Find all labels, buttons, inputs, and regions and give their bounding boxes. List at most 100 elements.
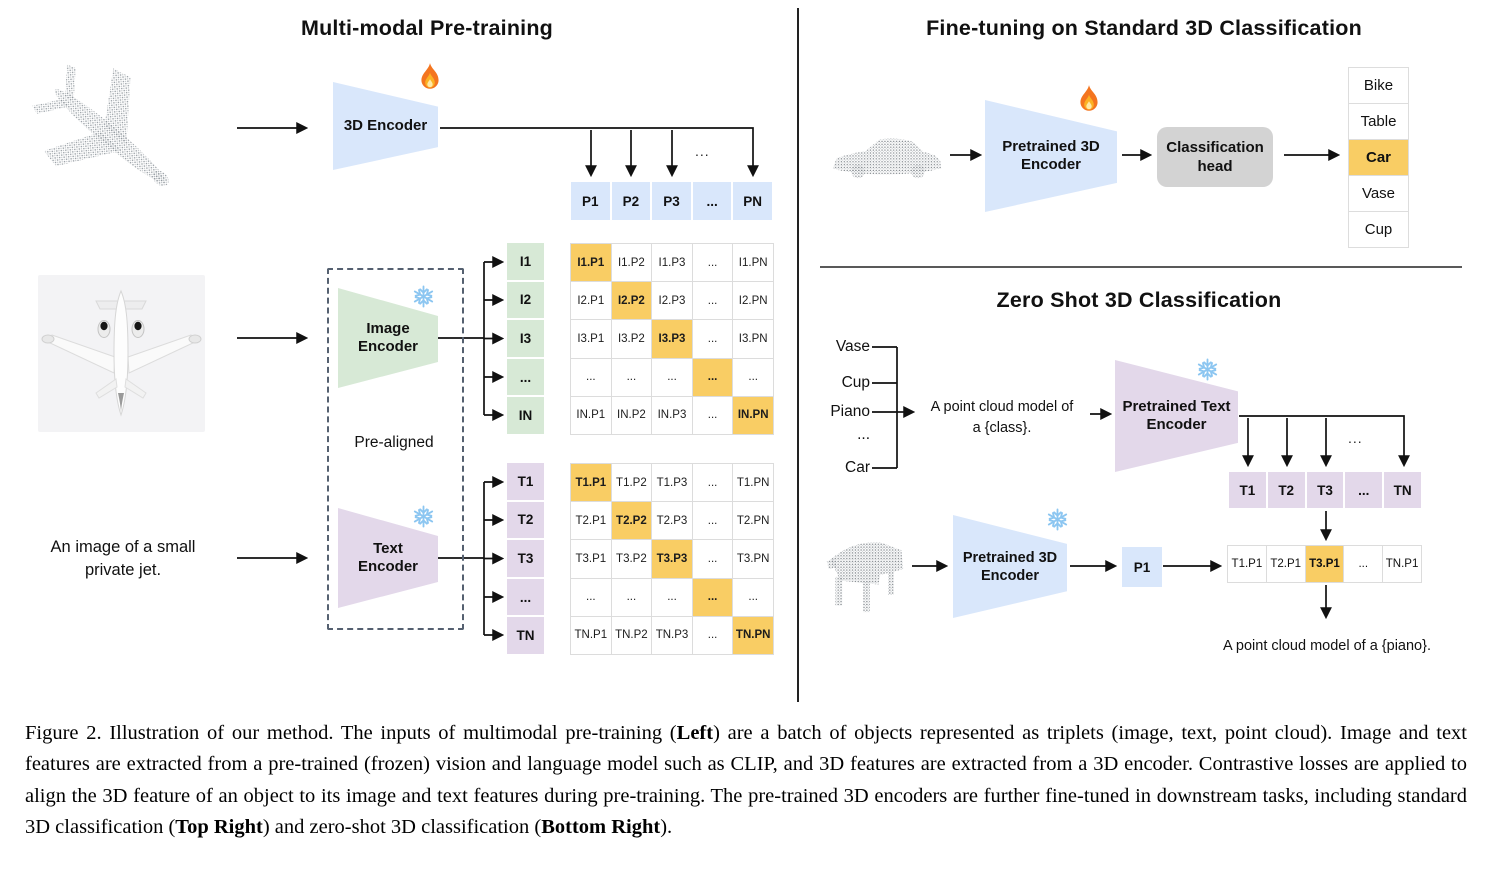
image-row-label: I1 — [507, 243, 544, 280]
matrix-cell: ... — [692, 540, 734, 579]
matrix-cell: T2.PN — [733, 502, 774, 541]
image-row-label: ... — [507, 358, 544, 396]
input-text-caption: An image of a small private jet. — [50, 538, 196, 579]
matrix-cell: ... — [652, 358, 693, 397]
image-row-label: I2 — [507, 281, 544, 319]
piano-point-cloud — [826, 542, 904, 613]
matrix-cell: TN.P1 — [571, 616, 612, 655]
snowflake-icon — [412, 285, 435, 308]
matrix-cell: I2.PN — [733, 282, 774, 321]
figure-caption: Figure 2. Illustration of our method. Th… — [25, 722, 1467, 839]
similarity-cell: T1.P1 — [1228, 546, 1267, 583]
matrix-cell: TN.P2 — [611, 616, 653, 655]
image-row-label: I3 — [507, 320, 544, 357]
matrix-cell: T3.P1 — [571, 540, 612, 579]
text-encoder-label: Text Encoder — [357, 540, 418, 575]
wire-text-encoder-to-tn — [1239, 415, 1410, 468]
matrix-cell: I2.P1 — [571, 282, 612, 321]
matrix-cell: ... — [611, 358, 653, 397]
matrix-cell: TN.PN — [733, 616, 774, 655]
zeroshot-panel-title: Zero Shot 3D Classification — [996, 288, 1282, 312]
matrix-cell: T2.P2 — [611, 502, 653, 541]
p-cell: P2 — [611, 182, 651, 220]
matrix-cell: T1.PN — [733, 464, 774, 503]
t-cell: TN — [1384, 472, 1421, 508]
matrix-cell: IN.PN — [733, 396, 774, 435]
text-similarity-matrix: T1.P1 T1.P2 T1.P3 ... T1.PN T2.P1 T2.P2 … — [570, 463, 774, 655]
matrix-cell: T3.P2 — [611, 540, 653, 579]
matrix-cell: ... — [692, 502, 734, 541]
pretrained-text-encoder-label: Pretrained Text Encoder — [1122, 398, 1231, 433]
matrix-cell: ... — [733, 358, 774, 397]
classification-head: Classification head — [1157, 127, 1273, 187]
class-list: Bike Table Car Vase Cup — [1348, 67, 1409, 248]
t-cell: ... — [1345, 472, 1383, 508]
matrix-cell: ... — [733, 578, 774, 617]
connector-layer — [237, 8, 1462, 702]
matrix-cell: I3.PN — [733, 320, 774, 359]
pretrained-3d-encoder-label: Pretrained 3D Encoder — [1002, 138, 1100, 173]
wire-3d-encoder-to-pn — [440, 127, 759, 178]
matrix-cell: ... — [611, 578, 653, 617]
image-row-label: IN — [507, 397, 544, 434]
fire-icon — [421, 63, 439, 89]
class-cell: Table — [1349, 104, 1409, 140]
matrix-cell: T1.P2 — [611, 464, 653, 503]
finetune-panel-title: Fine-tuning on Standard 3D Classificatio… — [926, 16, 1362, 40]
image-encoder-label: Image Encoder — [357, 320, 418, 355]
left-panel-title: Multi-modal Pre-training — [300, 16, 554, 40]
zeroshot-class-vase: Vase — [835, 338, 870, 355]
t-fan-ellipsis: ... — [1348, 430, 1363, 446]
matrix-cell: I1.PN — [733, 244, 774, 283]
matrix-cell: ... — [692, 244, 734, 283]
text-row-label: ... — [507, 578, 544, 616]
matrix-cell: TN.P3 — [652, 616, 693, 655]
matrix-cell: IN.P3 — [652, 396, 693, 435]
text-row-label: T1 — [507, 463, 544, 500]
p-feature-row: P1 P2 P3 ... PN — [571, 182, 772, 220]
t-cell: T1 — [1229, 472, 1266, 508]
zeroshot-similarity-row: T1.P1 T2.P1 T3.P1 ... TN.P1 — [1227, 545, 1422, 583]
matrix-cell: ... — [692, 578, 734, 617]
p-fan-ellipsis: ... — [695, 143, 710, 159]
t-feature-row: T1 T2 T3 ... TN — [1229, 472, 1421, 508]
airplane-point-cloud — [32, 64, 169, 187]
matrix-cell: T1.P3 — [652, 464, 693, 503]
snowflake-icon — [412, 505, 435, 528]
matrix-cell: I3.P1 — [571, 320, 612, 359]
pre-aligned-label: Pre-aligned — [354, 434, 434, 451]
zeroshot-class-ellipsis: ... — [857, 426, 870, 443]
image-similarity-matrix: I1.P1 I1.P2 I1.P3 ... I1.PN I2.P1 I2.P2 … — [570, 243, 774, 435]
text-row-label: TN — [507, 617, 544, 654]
text-row-label: T3 — [507, 540, 544, 577]
3d-encoder-label: 3D Encoder — [343, 117, 428, 134]
matrix-cell: T2.P1 — [571, 502, 612, 541]
matrix-cell: ... — [692, 396, 734, 435]
pretrained-3d-encoder-zeroshot-label: Pretrained 3D Encoder — [962, 549, 1058, 584]
matrix-cell: I1.P3 — [652, 244, 693, 283]
matrix-cell: T3.P3 — [652, 540, 693, 579]
car-point-cloud — [832, 138, 942, 179]
similarity-cell: ... — [1344, 546, 1384, 583]
class-cell-predicted: Car — [1349, 140, 1409, 176]
matrix-cell: I3.P3 — [652, 320, 693, 359]
p-cell: PN — [733, 182, 772, 220]
t-cell: T3 — [1306, 472, 1344, 508]
matrix-cell: I3.P2 — [611, 320, 653, 359]
t-cell: T2 — [1267, 472, 1305, 508]
matrix-cell: T1.P1 — [571, 464, 612, 503]
similarity-cell-matched: T3.P1 — [1305, 546, 1345, 583]
matrix-cell: I2.P3 — [652, 282, 693, 321]
zeroshot-class-piano: Piano — [830, 403, 870, 420]
matrix-cell: ... — [692, 464, 734, 503]
pre-aligned-box — [327, 268, 464, 630]
airplane-image — [38, 275, 205, 432]
matrix-cell: I1.P1 — [571, 244, 612, 283]
similarity-cell: T2.P1 — [1266, 546, 1306, 583]
similarity-cell: TN.P1 — [1383, 546, 1422, 583]
matrix-cell: IN.P1 — [571, 396, 612, 435]
matrix-cell: ... — [692, 282, 734, 321]
snowflake-icon — [1196, 358, 1219, 381]
class-cell: Bike — [1349, 68, 1409, 104]
